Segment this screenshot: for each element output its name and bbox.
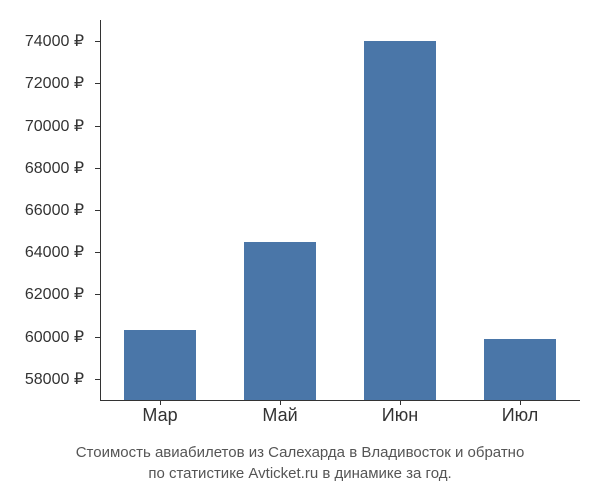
y-axis-label: 68000 ₽: [25, 158, 84, 178]
bars-group: [100, 20, 580, 400]
y-axis-label: 62000 ₽: [25, 284, 84, 304]
y-axis-labels: 58000 ₽ 60000 ₽ 62000 ₽ 64000 ₽ 66000 ₽ 68000…: [0, 20, 92, 400]
bar: [244, 242, 316, 400]
x-axis-label: Май: [262, 405, 297, 426]
bar: [124, 330, 196, 400]
y-axis-label: 58000 ₽: [25, 369, 84, 389]
x-axis-label: Июн: [382, 405, 418, 426]
x-axis-labels: Мар Май Июн Июл: [100, 405, 580, 435]
price-chart: 58000 ₽ 60000 ₽ 62000 ₽ 64000 ₽ 66000 ₽ 68000…: [0, 0, 600, 500]
y-axis-label: 74000 ₽: [25, 31, 84, 51]
x-axis-line: [100, 400, 580, 401]
y-axis-label: 72000 ₽: [25, 73, 84, 93]
chart-caption: Стоимость авиабилетов из Салехарда в Вла…: [0, 442, 600, 484]
y-axis-label: 64000 ₽: [25, 242, 84, 262]
x-axis-label: Мар: [142, 405, 177, 426]
y-axis-label: 60000 ₽: [25, 327, 84, 347]
y-axis-label: 66000 ₽: [25, 200, 84, 220]
caption-line-1: Стоимость авиабилетов из Салехарда в Вла…: [76, 444, 525, 461]
plot-area: [100, 20, 580, 400]
caption-line-2: по статистике Avticket.ru в динамике за …: [148, 465, 451, 482]
bar: [484, 339, 556, 400]
bar: [364, 41, 436, 400]
y-axis-label: 70000 ₽: [25, 116, 84, 136]
x-axis-label: Июл: [502, 405, 539, 426]
